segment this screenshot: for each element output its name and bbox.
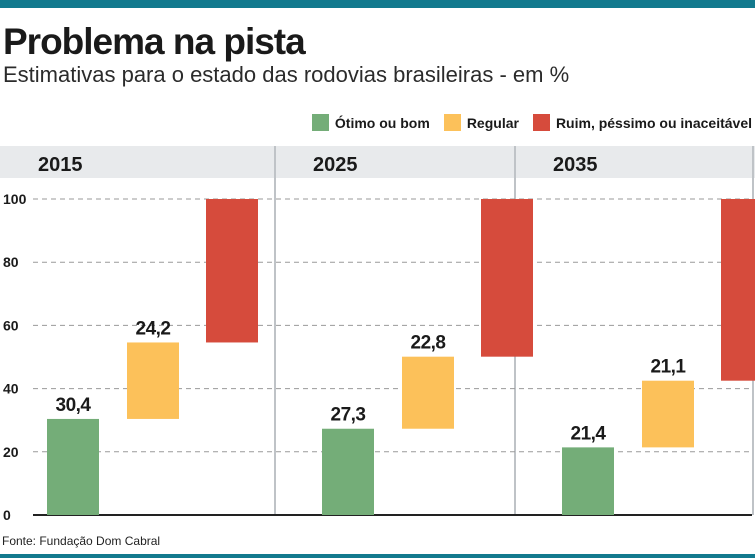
legend: Ótimo ou bom Regular Ruim, péssimo ou in… [298, 114, 752, 131]
data-label-2035-good: 21,4 [571, 423, 607, 444]
bar-2035-good [562, 447, 614, 515]
legend-swatch-regular [443, 114, 461, 131]
y-tick-label-60: 60 [3, 317, 19, 333]
y-tick-label-80: 80 [3, 254, 19, 270]
bar-2035-bad [721, 199, 755, 381]
legend-label-bad: Ruim, péssimo ou inaceitável [555, 114, 752, 131]
data-label-2035-regular: 21,1 [651, 357, 687, 378]
y-tick-label-40: 40 [3, 381, 19, 397]
panel-label-2015: 2015 [38, 154, 83, 176]
top-accent-bar [0, 0, 755, 8]
legend-item-bad: Ruim, péssimo ou inaceitável [532, 114, 752, 131]
y-tick-label-20: 20 [3, 444, 19, 460]
y-tick-label-0: 0 [3, 507, 11, 523]
legend-label-regular: Regular [466, 114, 519, 131]
bar-2025-good [322, 428, 374, 515]
bar-2035-regular [642, 380, 694, 448]
panel-label-2025: 2025 [313, 154, 358, 176]
bar-2015-bad [206, 199, 258, 343]
data-label-2015-regular: 24,2 [136, 318, 171, 339]
data-label-2025-regular: 22,8 [411, 333, 446, 354]
data-label-2015-good: 30,4 [56, 395, 92, 416]
data-label-2025-good: 27,3 [331, 405, 366, 426]
legend-swatch-bad [532, 114, 550, 131]
y-tick-label-100: 100 [3, 191, 27, 207]
legend-item-regular: Regular [443, 114, 519, 131]
panel-label-2035: 2035 [553, 154, 598, 176]
panel-header-band [0, 146, 755, 178]
bar-2015-good [47, 418, 99, 515]
legend-swatch-good [311, 114, 329, 131]
legend-label-good: Ótimo ou bom [334, 114, 430, 131]
chart-title: Problema na pista [3, 21, 306, 62]
bottom-accent-bar [0, 554, 755, 558]
source-note: Fonte: Fundação Dom Cabral [2, 534, 161, 548]
legend-item-good: Ótimo ou bom [311, 114, 430, 131]
bar-2025-bad [481, 199, 533, 357]
bar-2015-regular [127, 342, 179, 419]
chart-subtitle: Estimativas para o estado das rodovias b… [3, 62, 570, 87]
bar-2025-regular [402, 356, 454, 429]
